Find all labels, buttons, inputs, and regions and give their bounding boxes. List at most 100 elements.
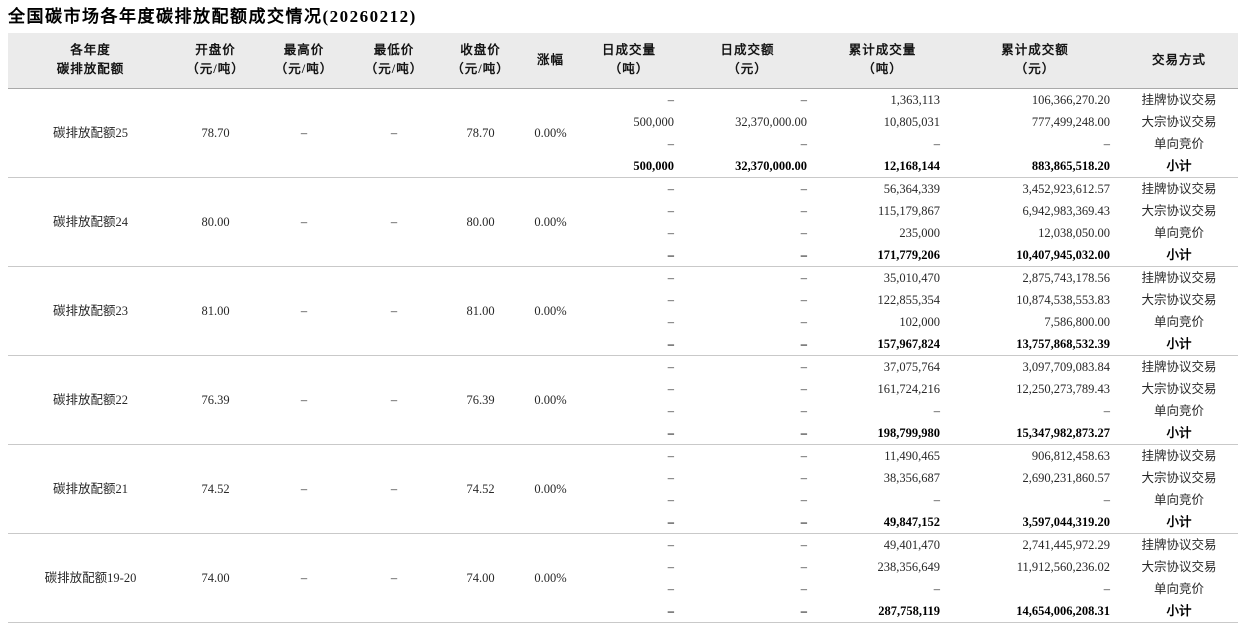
header-trade-method: 交易方式 (1120, 33, 1238, 89)
header-daily-amount-line2: （元） (727, 62, 768, 77)
daily-amount-cell: 32,370,000.00 (680, 154, 815, 178)
trade-method-cell: 大宗协议交易 (1141, 381, 1217, 396)
header-daily-amount-line1: 日成交额 (720, 43, 775, 58)
cumulative-volume-cell: 38,356,687 (883, 470, 940, 485)
low-price-cell: – (350, 177, 438, 267)
daily-volume-cell: – (578, 421, 680, 445)
daily-amount-cell: – (800, 381, 807, 396)
header-close-price: 收盘价 （元/吨） (438, 33, 523, 89)
cumulative-amount-cell: 12,250,273,789.43 (1016, 381, 1110, 396)
trade-method-cell: 小计 (1120, 154, 1238, 178)
table-row: – – – – 单向竞价 (8, 489, 1238, 511)
header-allowance-line1: 各年度 (70, 43, 111, 58)
trade-method-cell: 小计 (1120, 510, 1238, 534)
low-price-cell: – (350, 355, 438, 445)
table-row: 碳排放配额21 74.52– –74.52 0.00% – –11,490,465 906,… (8, 444, 1238, 534)
change-cell: 0.00% (523, 88, 578, 178)
cumulative-volume-cell: 238,356,649 (877, 559, 941, 574)
cumulative-volume-cell: 49,847,152 (815, 510, 950, 534)
change-cell: 0.00% (523, 266, 578, 356)
cumulative-amount-cell: – (1103, 581, 1110, 596)
daily-volume-cell: – (667, 270, 674, 285)
cumulative-amount-cell: – (1103, 136, 1110, 151)
low-price-cell: – (350, 444, 438, 534)
cumulative-volume-cell: 56,364,339 (883, 181, 940, 196)
daily-volume-cell: – (667, 381, 674, 396)
table-row: – – 38,356,687 2,690,231,860.57 大宗协议交易 (8, 467, 1238, 489)
open-price-cell: 78.70 (173, 88, 258, 178)
cumulative-amount-cell: 2,875,743,178.56 (1022, 270, 1111, 285)
header-cumulative-volume: 累计成交量 （吨） (815, 33, 950, 89)
page-title: 全国碳市场各年度碳排放配额成交情况(20260212) (8, 7, 417, 26)
cumulative-volume-cell: 287,758,119 (815, 599, 950, 623)
header-change: 涨幅 (523, 33, 578, 89)
daily-volume-cell: – (667, 292, 674, 307)
cumulative-volume-cell: – (933, 403, 940, 418)
carbon-allowance-table: 各年度 碳排放配额 开盘价 （元/吨） 最高价 （元/吨） 最低价 （元/吨） … (8, 33, 1238, 623)
daily-volume-cell: 500,000 (578, 154, 680, 178)
cumulative-amount-cell: 883,865,518.20 (950, 154, 1120, 178)
cumulative-volume-cell: 37,075,764 (883, 359, 940, 374)
daily-volume-cell: – (578, 510, 680, 534)
header-trade-method-line1: 交易方式 (1151, 52, 1206, 67)
trade-method-cell: 大宗协议交易 (1141, 470, 1217, 485)
daily-volume-cell: – (667, 448, 674, 463)
daily-amount-cell: – (800, 270, 807, 285)
high-price-cell: – (258, 177, 350, 267)
header-daily-volume-line1: 日成交量 (601, 43, 656, 58)
table-row: – – – – 单向竞价 (8, 578, 1238, 600)
trade-method-cell: 挂牌协议交易 (1141, 92, 1217, 107)
daily-amount-cell: – (800, 403, 807, 418)
trade-method-cell: 单向竞价 (1153, 136, 1204, 151)
daily-amount-cell: – (800, 470, 807, 485)
trade-method-cell: 单向竞价 (1153, 314, 1204, 329)
allowance-name-cell: 碳排放配额23 (8, 266, 173, 356)
daily-amount-cell: – (680, 599, 815, 623)
cumulative-volume-cell: – (933, 492, 940, 507)
table-row: – – 102,000 7,586,800.00 单向竞价 (8, 311, 1238, 333)
open-price-cell: 81.00 (173, 266, 258, 356)
cumulative-amount-cell: 3,452,923,612.57 (1022, 181, 1111, 196)
header-low-price: 最低价 （元/吨） (350, 33, 438, 89)
table-row: – – 235,000 12,038,050.00 单向竞价 (8, 222, 1238, 244)
daily-volume-cell: 500,000 (633, 114, 674, 129)
daily-volume-cell: – (667, 403, 674, 418)
daily-amount-cell: – (800, 537, 807, 552)
cumulative-amount-cell: 3,597,044,319.20 (950, 510, 1120, 534)
close-price-cell: 78.70 (438, 88, 523, 178)
close-price-cell: 76.39 (438, 355, 523, 445)
header-daily-amount: 日成交额 （元） (680, 33, 815, 89)
trade-method-cell: 大宗协议交易 (1141, 559, 1217, 574)
table-row: 碳排放配额22 76.39– –76.39 0.00% – –37,075,764 3,09… (8, 355, 1238, 445)
daily-amount-cell: – (800, 92, 807, 107)
trade-method-cell: 大宗协议交易 (1141, 203, 1217, 218)
cumulative-amount-cell: 12,038,050.00 (1038, 225, 1110, 240)
table-row: 碳排放配额19-20 74.00– –74.00 0.00% – –49,401,470 2… (8, 533, 1238, 623)
header-cumulative-amount-line2: （元） (1014, 62, 1056, 77)
cumulative-volume-cell: 115,179,867 (877, 203, 940, 218)
high-price-cell: – (258, 444, 350, 534)
daily-volume-cell: – (667, 181, 674, 196)
low-price-cell: – (350, 88, 438, 178)
subtotal-row: – –157,967,824 13,757,868,532.39 小计 (8, 332, 1238, 356)
header-high-price-line2: （元/吨） (274, 62, 334, 77)
cumulative-volume-cell: 102,000 (899, 314, 940, 329)
daily-volume-cell: – (667, 492, 674, 507)
daily-volume-cell: – (667, 559, 674, 574)
header-row: 各年度 碳排放配额 开盘价 （元/吨） 最高价 （元/吨） 最低价 （元/吨） … (8, 33, 1238, 89)
header-high-price-line1: 最高价 (283, 43, 325, 58)
cumulative-amount-cell: 13,757,868,532.39 (950, 332, 1120, 356)
cumulative-amount-cell: 777,499,248.00 (1031, 114, 1110, 129)
daily-amount-cell: – (800, 559, 807, 574)
header-cumulative-volume-line2: （吨） (862, 62, 903, 77)
table-row: – – 238,356,649 11,912,560,236.02 大宗协议交易 (8, 556, 1238, 578)
daily-amount-cell: – (680, 510, 815, 534)
daily-amount-cell: – (800, 448, 807, 463)
open-price-cell: 74.52 (173, 444, 258, 534)
header-open-price-line2: （元/吨） (186, 62, 245, 77)
trade-method-cell: 单向竞价 (1153, 403, 1204, 418)
trade-method-cell: 挂牌协议交易 (1141, 448, 1217, 463)
subtotal-row: – –171,779,206 10,407,945,032.00 小计 (8, 243, 1238, 267)
allowance-name-cell: 碳排放配额25 (8, 88, 173, 178)
header-open-price-line1: 开盘价 (195, 43, 236, 58)
